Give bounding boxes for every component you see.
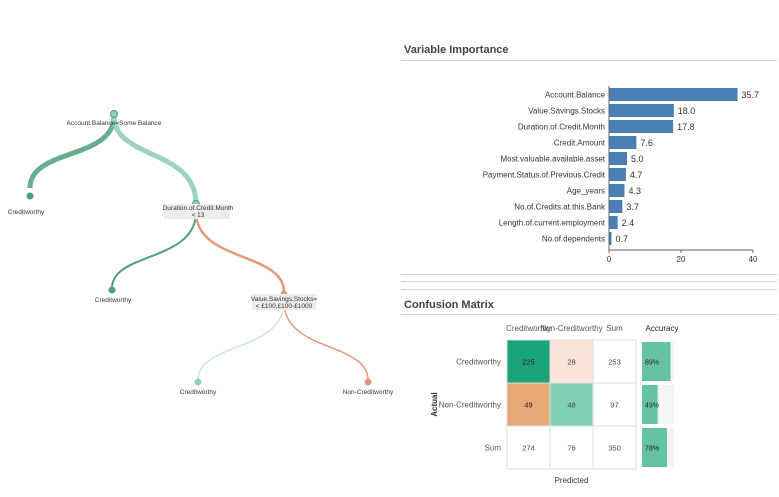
cm-cell-value: 350 xyxy=(608,444,621,453)
cm-accuracy-bar xyxy=(642,428,667,467)
vi-category-label: Value.Savings.Stocks xyxy=(528,107,605,116)
vi-value-label: 3.7 xyxy=(626,202,639,212)
tree-node-creditworthy-2[interactable] xyxy=(108,286,116,294)
cm-accuracy-bar xyxy=(642,385,658,424)
vi-value-label: 18.0 xyxy=(678,106,696,116)
divider xyxy=(401,281,777,282)
tree-label-bg-duration xyxy=(164,204,230,219)
tree-node-root[interactable] xyxy=(110,110,118,118)
cm-row-header: Non-Creditworthy xyxy=(439,401,501,410)
cm-col-header: Non-Creditworthy xyxy=(540,324,602,333)
tree-label-creditworthy-1: Creditworthy xyxy=(8,209,45,216)
cm-cell-value: 97 xyxy=(610,401,618,410)
cm-cell xyxy=(506,339,551,384)
tree-label-noncreditworthy: Non-Creditworthy xyxy=(343,389,394,396)
vi-x-tick-label: 0 xyxy=(607,255,612,264)
variable-importance-title: Variable Importance xyxy=(404,44,509,56)
vi-x-tick-label: 20 xyxy=(677,255,686,264)
cm-col-header: Sum xyxy=(606,324,623,333)
cm-cell xyxy=(592,339,637,384)
vi-value-label: 0.7 xyxy=(616,234,629,244)
vi-bar xyxy=(609,200,623,213)
tree-sublabel-duration: < 13 xyxy=(192,212,205,219)
vi-category-label: No.of.Credits.at.this.Bank xyxy=(514,203,606,212)
cm-cell xyxy=(549,425,594,470)
cm-cell-value: 253 xyxy=(608,358,621,367)
cm-cell-value: 274 xyxy=(522,444,535,453)
vi-bar xyxy=(609,136,637,149)
vi-bar xyxy=(609,120,674,133)
tree-node-creditworthy-1[interactable] xyxy=(26,192,34,200)
vi-value-label: 5.0 xyxy=(631,154,644,164)
tree-sublabel-savings: < £100,£100-£1000 xyxy=(256,303,313,310)
tree-branch-savings-noncreditworthy xyxy=(283,301,369,381)
cm-cell xyxy=(506,382,551,427)
cm-cell-value: 28 xyxy=(567,358,575,367)
cm-cell xyxy=(506,425,551,470)
tree-branch-duration-creditworthy xyxy=(111,211,197,289)
cm-xlabel: Predicted xyxy=(555,476,589,485)
cm-accuracy-label: 89% xyxy=(645,360,659,367)
vi-category-label: Age_years xyxy=(567,187,605,196)
vi-category-label: Account.Balance xyxy=(545,91,606,100)
vi-bar xyxy=(609,168,626,181)
vi-value-label: 4.7 xyxy=(630,170,643,180)
variable-importance-chart: Account.Balance 35.7 Value.Savings.Stocks 1… xyxy=(483,86,760,264)
cm-cell-value: 76 xyxy=(567,444,575,453)
cm-cell-value: 49 xyxy=(524,401,532,410)
tree-label-creditworthy-3: Creditworthy xyxy=(180,389,217,396)
vi-value-label: 4.3 xyxy=(628,186,641,196)
cm-row-header: Creditworthy xyxy=(456,358,501,367)
cm-cell-value: 48 xyxy=(567,401,575,410)
vi-value-label: 2.4 xyxy=(622,218,635,228)
vi-category-label: Credit.Amount xyxy=(554,139,606,148)
cm-cell-value: 225 xyxy=(522,358,535,367)
confusion-matrix-title: Confusion Matrix xyxy=(404,299,494,311)
vi-x-tick-label: 40 xyxy=(749,255,758,264)
vi-category-label: Most.valuable.available.asset xyxy=(500,155,605,164)
tree-branch-duration-savings xyxy=(194,211,286,293)
tree-label-savings: Value.Savings.Stocks= xyxy=(251,296,317,303)
tree-label-bg-savings xyxy=(252,294,316,310)
cm-accuracy-label: 78% xyxy=(645,446,659,453)
tree-node-noncreditworthy[interactable] xyxy=(364,378,372,386)
cm-col-header: Creditworthy xyxy=(506,324,551,333)
tree-branch-savings-creditworthy xyxy=(197,301,285,381)
divider xyxy=(401,60,777,61)
tree-label-duration: Duration.of.Credit.Month xyxy=(163,205,234,212)
tree-label-creditworthy-2: Creditworthy xyxy=(95,297,132,304)
vi-value-label: 17.8 xyxy=(677,122,695,132)
tree-branch-root-duration xyxy=(111,115,199,205)
vi-bar xyxy=(609,152,627,165)
vi-category-label: Duration.of.Credit.Month xyxy=(518,123,605,132)
cm-ylabel: Actual xyxy=(430,392,439,416)
vi-bar xyxy=(609,104,674,117)
cm-cell xyxy=(592,425,637,470)
cm-col-header: Accuracy xyxy=(646,324,679,333)
decision-tree: Account.Balance=Some Balance Creditworth… xyxy=(8,110,394,396)
cm-accuracy-bar xyxy=(642,342,671,381)
divider xyxy=(401,274,777,275)
tree-node-creditworthy-3[interactable] xyxy=(194,378,202,386)
cm-row-header: Sum xyxy=(485,444,502,453)
vi-category-label: Payment.Status.of.Previous.Credit xyxy=(483,171,606,180)
tree-label-root: Account.Balance=Some Balance xyxy=(67,120,162,127)
tree-branch-root-creditworthy xyxy=(27,115,117,189)
vi-bar xyxy=(609,184,625,197)
vi-category-label: No.of.dependents xyxy=(542,235,605,244)
vi-bar xyxy=(609,216,618,229)
cm-accuracy-label: 49% xyxy=(645,403,659,410)
vi-value-label: 7.6 xyxy=(640,138,653,148)
divider xyxy=(401,289,777,290)
vi-value-label: 35.7 xyxy=(742,90,760,100)
vi-bar xyxy=(609,88,738,101)
vi-category-label: Length.of.current.employment xyxy=(499,219,606,228)
divider xyxy=(401,314,777,315)
vi-bar xyxy=(609,232,612,245)
cm-cell xyxy=(549,382,594,427)
